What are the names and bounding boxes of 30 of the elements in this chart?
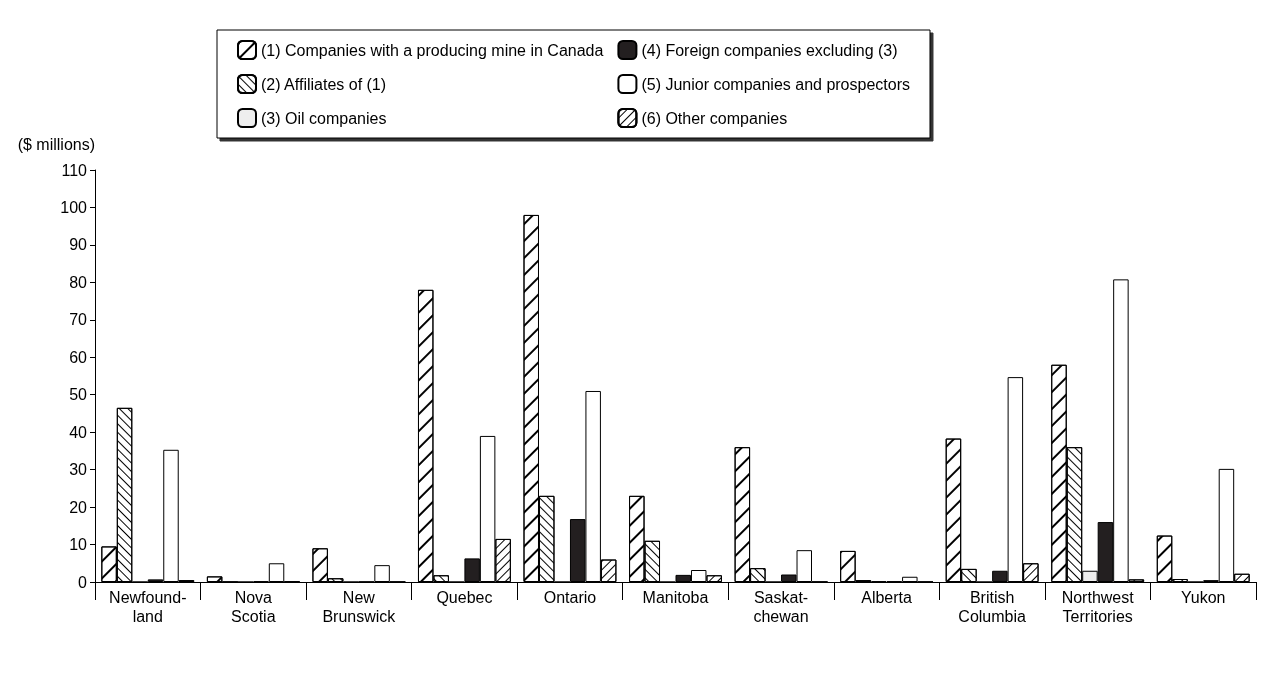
legend-label: (1) Companies with a producing mine in Canada xyxy=(261,41,604,59)
y-axis-title: ($ millions) xyxy=(17,135,95,153)
x-tick-label: Ontario xyxy=(543,589,597,606)
x-tick-label: Northwest Territories xyxy=(1061,589,1135,625)
y-tick-label: 10 xyxy=(69,536,88,554)
legend-label: (4) Foreign companies excluding (3) xyxy=(641,41,898,59)
y-tick-label: 110 xyxy=(61,161,88,179)
legend-label: (5) Junior companies and prospectors xyxy=(641,75,910,93)
x-tick-label: Manitoba xyxy=(642,589,709,606)
y-tick-label: 30 xyxy=(69,461,88,479)
x-tick-label: Quebec xyxy=(436,589,493,606)
x-tick-label: British Columbia xyxy=(958,589,1027,625)
y-tick-label: 70 xyxy=(69,311,88,329)
y-tick-label: 20 xyxy=(69,498,88,516)
y-tick-label: 80 xyxy=(69,273,88,291)
y-tick-label: 40 xyxy=(69,423,88,441)
x-tick-label: New Brunswick xyxy=(322,589,397,625)
y-tick-label: 60 xyxy=(69,348,88,366)
y-tick-label: 0 xyxy=(78,573,88,591)
legend-label: (6) Other companies xyxy=(641,109,788,127)
x-tick-label: Newfound- land xyxy=(109,589,187,625)
y-tick-label: 90 xyxy=(69,236,88,254)
x-tick-label: Nova Scotia xyxy=(231,589,276,625)
legend-label: (2) Affiliates of (1) xyxy=(261,75,387,93)
legend-label: (3) Oil companies xyxy=(261,109,387,127)
y-tick-label: 50 xyxy=(69,386,88,404)
y-tick-label: 100 xyxy=(60,198,88,216)
x-tick-label: Yukon xyxy=(1180,589,1226,606)
x-tick-label: Alberta xyxy=(861,589,913,606)
x-tick-label: Saskat- chewan xyxy=(753,589,809,625)
